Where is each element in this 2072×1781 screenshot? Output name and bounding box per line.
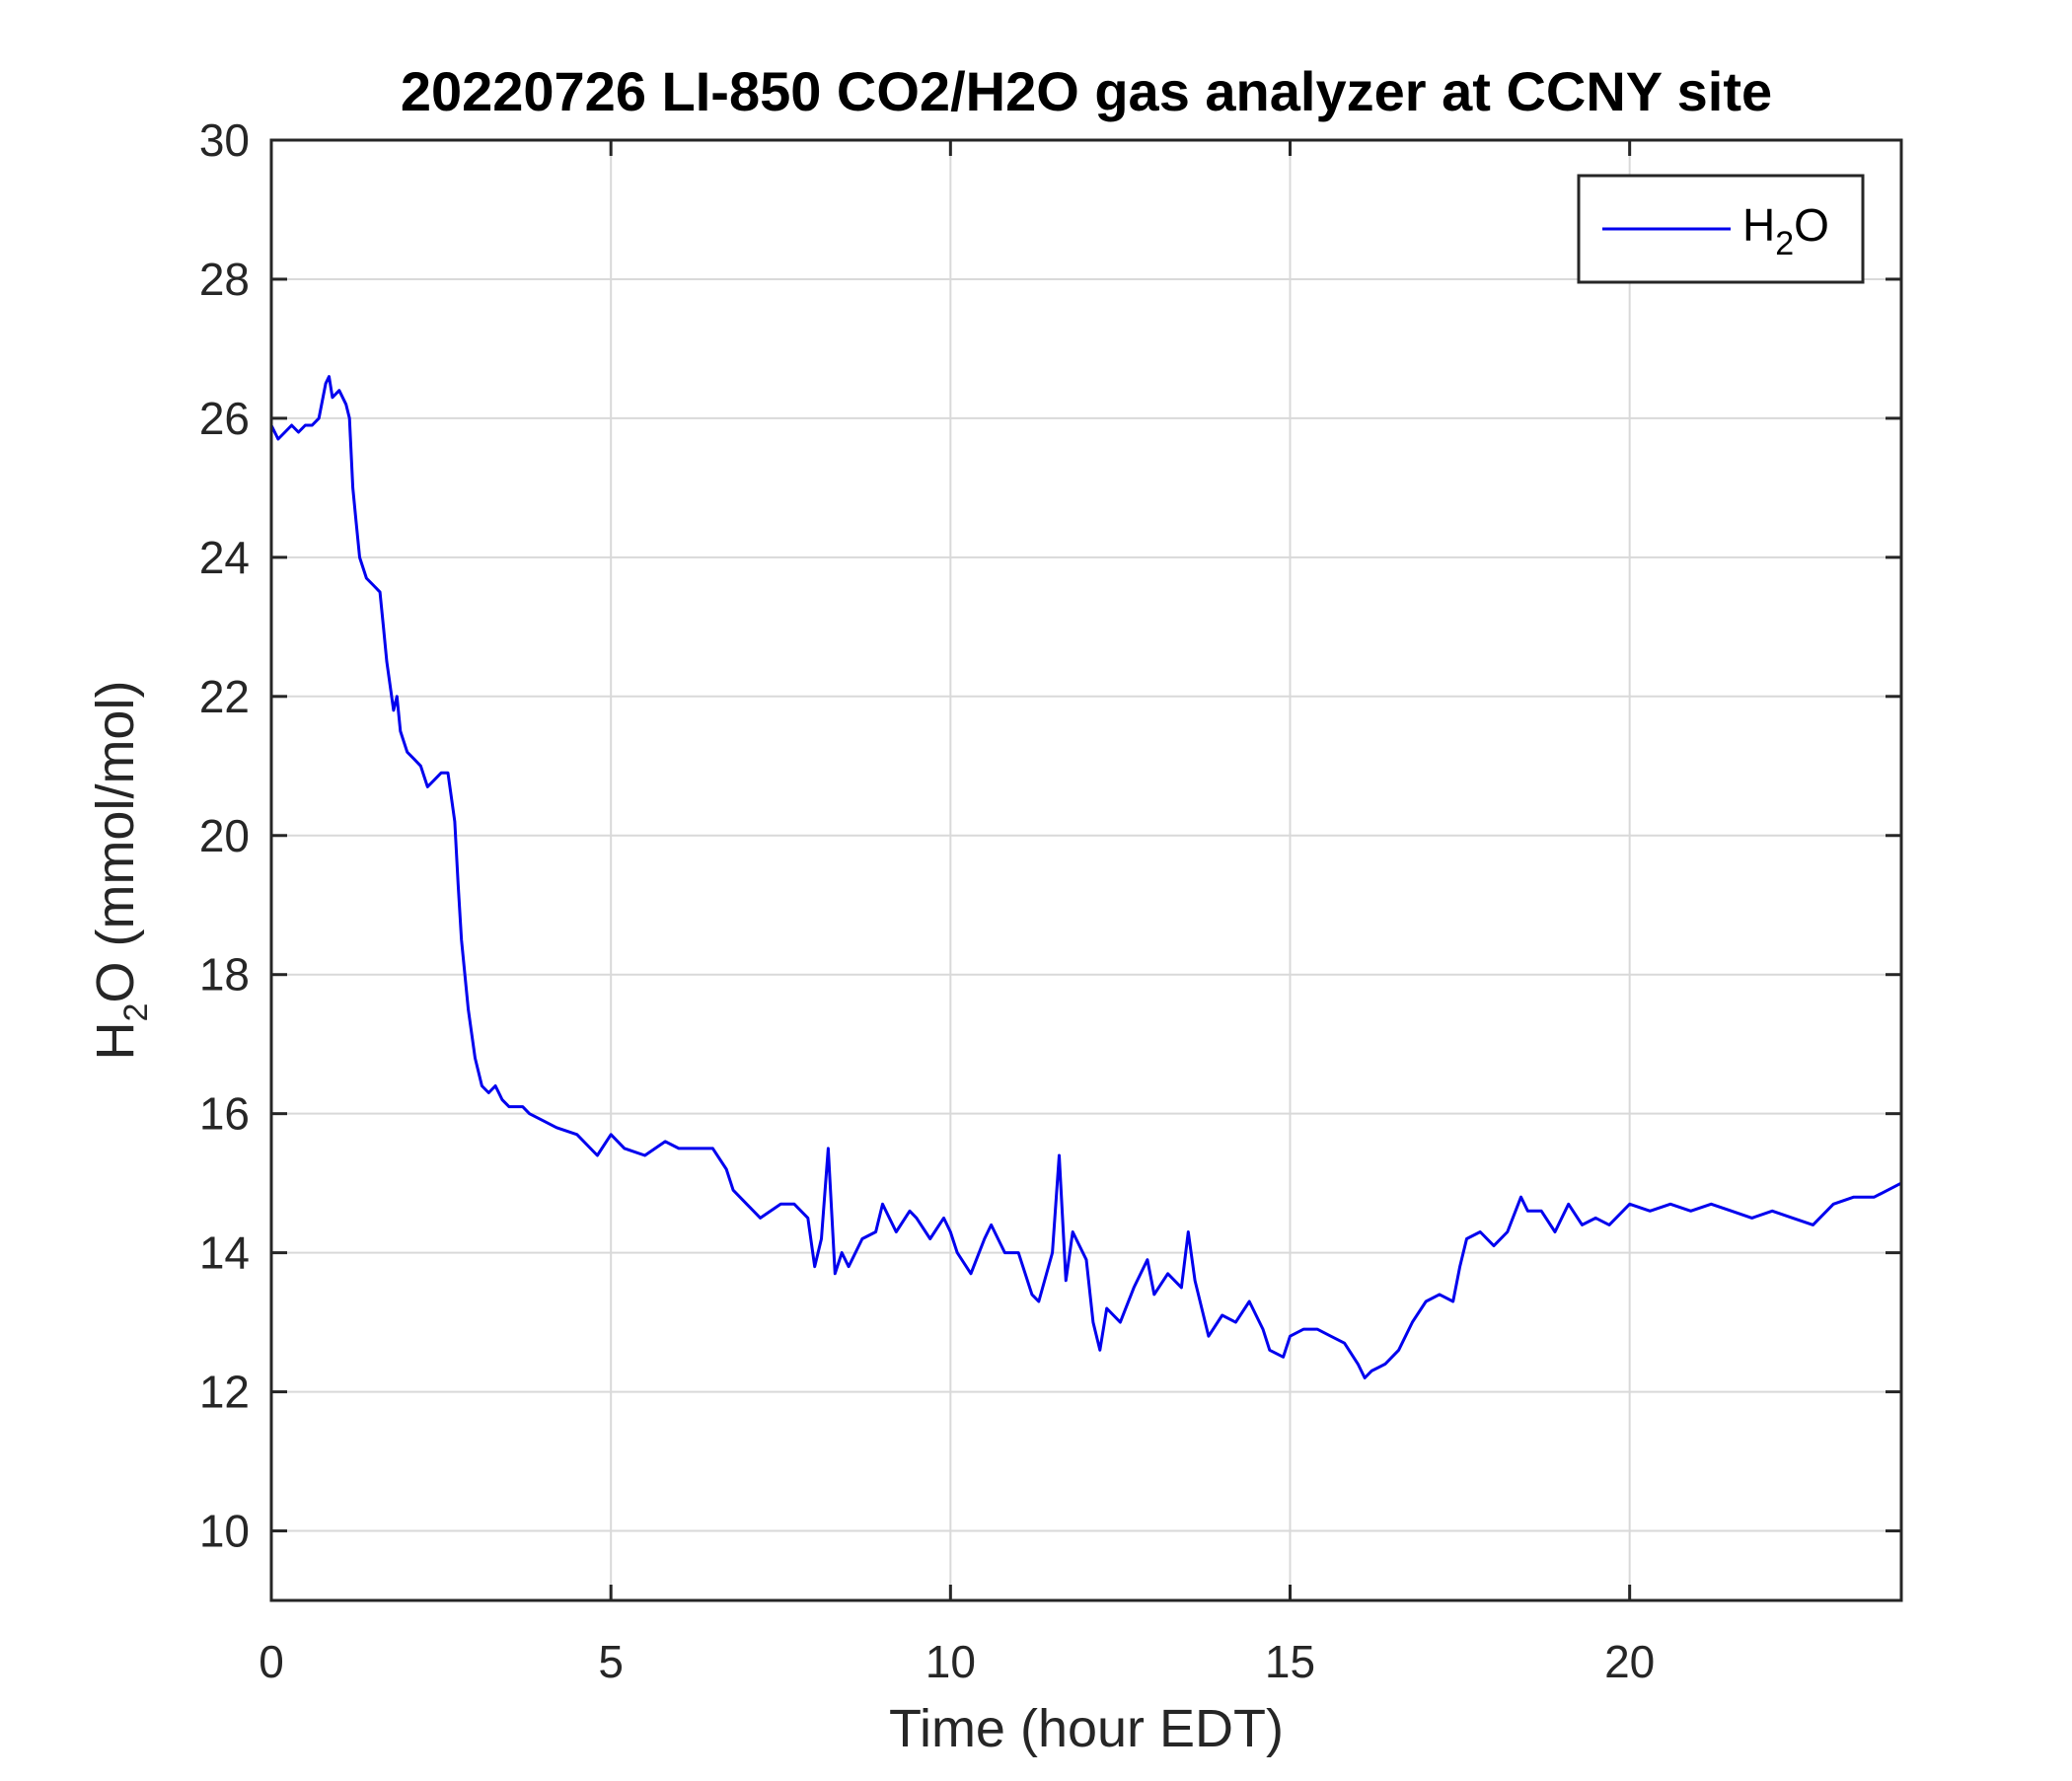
legend-label-main: H	[1742, 199, 1775, 251]
legend-label-subscript: 2	[1775, 225, 1794, 262]
plot-area	[271, 140, 1901, 1600]
chart-title: 20220726 LI-850 CO2/H2O gas analyzer at …	[401, 60, 1772, 122]
y-tick-label: 12	[199, 1367, 250, 1418]
axes-box	[269, 138, 1903, 1602]
x-tick-label: 15	[1265, 1636, 1315, 1687]
series-line-h2o	[269, 375, 1902, 1379]
legend-label-h2o: H2O	[1742, 199, 1829, 262]
y-tick-label: 28	[199, 254, 250, 305]
y-tick-label: 10	[199, 1506, 250, 1557]
x-axis-title: Time (hour EDT)	[889, 1699, 1284, 1758]
x-tick-label: 5	[598, 1636, 624, 1687]
y-axis-title-subscript: 2	[117, 1003, 155, 1022]
legend-label-rest: O	[1794, 199, 1829, 251]
y-tick-label: 18	[199, 949, 250, 1001]
series-layer	[269, 375, 1902, 1379]
y-axis-title-rest: O (mmol/mol)	[86, 681, 145, 1003]
y-tick-label: 14	[199, 1227, 250, 1279]
y-axis-title: H2O (mmol/mol)	[86, 681, 155, 1061]
ticks: 0 5 10 15 20 10 12 14 16 18 20 22 24 26 28 30	[199, 114, 1901, 1687]
y-tick-label: 26	[199, 393, 250, 444]
y-tick-label: 24	[199, 532, 250, 583]
x-tick-label: 0	[259, 1636, 284, 1687]
y-tick-label: 20	[199, 810, 250, 861]
x-tick-label: 20	[1604, 1636, 1655, 1687]
y-tick-label: 30	[199, 114, 250, 166]
legend: H2O	[1577, 174, 1865, 284]
y-tick-label: 22	[199, 671, 250, 722]
y-tick-label: 16	[199, 1088, 250, 1140]
x-tick-label: 10	[925, 1636, 976, 1687]
y-axis-title-main: H	[86, 1021, 145, 1060]
grid	[271, 140, 1901, 1600]
